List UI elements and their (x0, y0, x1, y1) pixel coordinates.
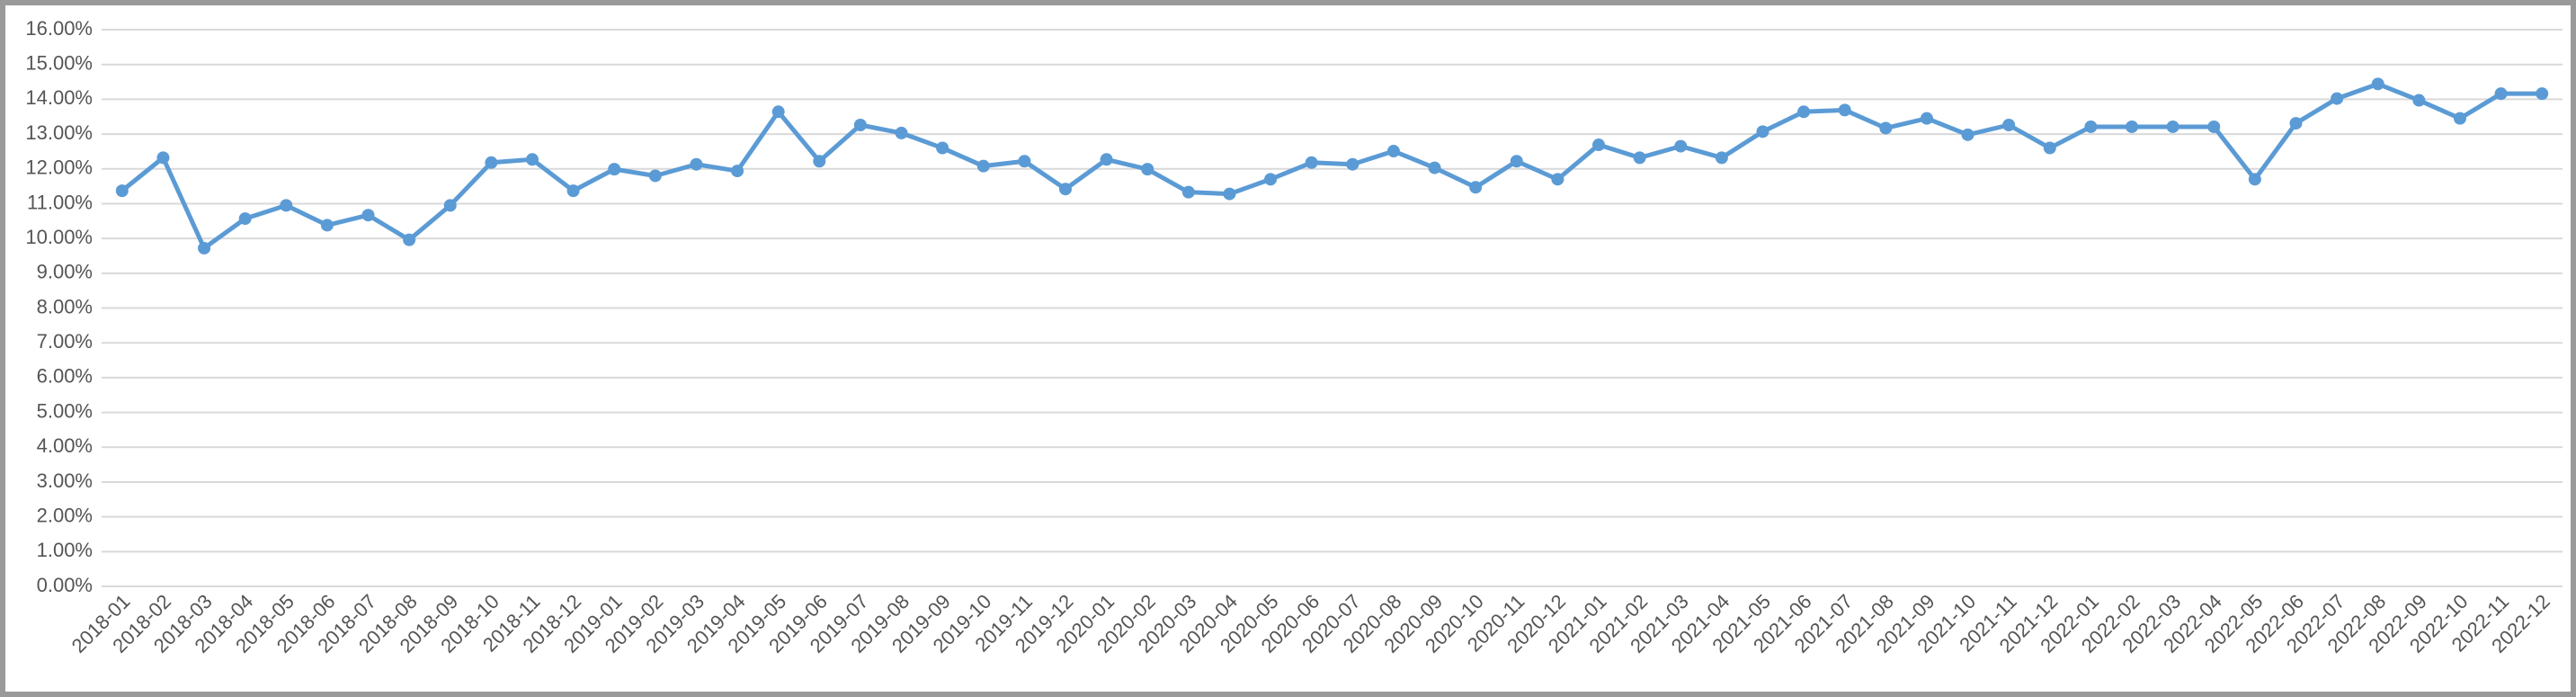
point (1469, 181, 1483, 194)
point (198, 241, 211, 255)
y-tick-label: 11.00% (27, 191, 93, 213)
y-tick-label: 3.00% (37, 469, 93, 492)
point (2331, 92, 2344, 105)
y-tick-label: 1.00% (37, 539, 93, 561)
point (731, 165, 744, 178)
point (1264, 173, 1278, 186)
point (648, 169, 662, 183)
point (403, 233, 416, 246)
y-tick-label: 14.00% (25, 86, 93, 109)
point (813, 155, 826, 168)
y-tick-label: 10.00% (25, 226, 93, 248)
point (771, 105, 785, 119)
point (1674, 139, 1688, 153)
point (1920, 112, 1933, 125)
point (2207, 120, 2221, 133)
point (1756, 125, 1769, 139)
point (936, 141, 949, 155)
point (1223, 187, 1236, 201)
point (2536, 87, 2549, 101)
point (976, 159, 990, 173)
point (1018, 155, 1031, 168)
point (525, 153, 539, 166)
y-tick-label: 12.00% (25, 156, 93, 179)
point (1797, 105, 1811, 119)
point (1551, 173, 1564, 186)
point (115, 184, 129, 198)
point (1961, 128, 1974, 141)
point (1058, 183, 1072, 196)
y-tick-label: 2.00% (37, 504, 93, 526)
point (2494, 87, 2508, 101)
point (1141, 163, 1154, 176)
point (1428, 161, 1441, 174)
point (485, 156, 498, 169)
point (1386, 145, 1400, 158)
point (2084, 120, 2098, 133)
point (2371, 77, 2384, 91)
point (853, 119, 867, 132)
point (1100, 153, 1113, 166)
point (895, 126, 908, 139)
point (608, 163, 621, 176)
point (566, 184, 580, 198)
line (120, 81, 2543, 251)
point (2453, 112, 2466, 125)
point (2166, 120, 2179, 133)
point (2412, 94, 2426, 107)
point (320, 219, 334, 232)
point (361, 209, 375, 222)
y-tick-label: 15.00% (25, 52, 93, 75)
y-tick-label: 5.00% (37, 399, 93, 422)
point (443, 199, 457, 212)
point (238, 212, 252, 226)
point (2126, 120, 2139, 133)
y-tick-label: 0.00% (37, 574, 93, 596)
y-tick-label: 7.00% (37, 330, 93, 353)
point (2043, 141, 2056, 155)
point (1715, 151, 1728, 165)
point (2289, 117, 2303, 130)
y-tick-label: 16.00% (25, 17, 93, 40)
y-tick-label: 8.00% (37, 295, 93, 317)
point (690, 157, 703, 171)
point (156, 151, 170, 165)
point (1305, 156, 1318, 169)
point (1346, 157, 1359, 171)
y-tick-label: 9.00% (37, 261, 93, 283)
y-tick-label: 6.00% (37, 365, 93, 388)
point (1592, 139, 1606, 152)
point (1879, 121, 1893, 135)
point (1633, 151, 1646, 165)
y-tick-label: 4.00% (37, 434, 93, 457)
point (1510, 155, 1523, 168)
y-tick-label: 13.00% (25, 121, 93, 144)
point (2248, 173, 2261, 186)
point (1838, 103, 1851, 117)
point (280, 199, 293, 212)
point (2002, 119, 2016, 132)
point (1181, 185, 1195, 199)
